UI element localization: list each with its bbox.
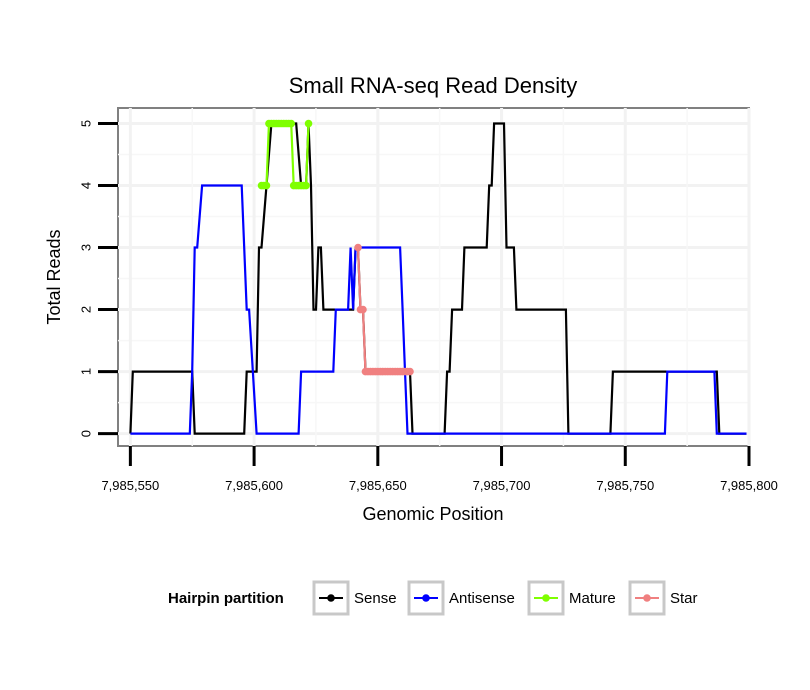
legend-label: Mature bbox=[569, 590, 616, 607]
y-tick-label: 1 bbox=[79, 368, 94, 375]
legend-entry-antisense: Antisense bbox=[407, 580, 515, 616]
x-tick-label: 7,985,650 bbox=[349, 478, 407, 493]
antisense-line bbox=[130, 184, 747, 435]
x-tick-label: 7,985,800 bbox=[720, 478, 778, 493]
mature-point bbox=[287, 119, 296, 128]
star-point bbox=[406, 367, 414, 376]
legend-entry-mature: Mature bbox=[527, 580, 616, 616]
y-tick-label: 2 bbox=[79, 306, 94, 313]
x-axis: 7,985,550 7,985,600 7,985,650 7,985,700 7,98… bbox=[101, 446, 778, 493]
mature-segment bbox=[290, 123, 295, 186]
legend-title: Hairpin partition bbox=[168, 590, 284, 607]
x-tick-label: 7,985,700 bbox=[473, 478, 531, 493]
legend-key-point bbox=[422, 594, 430, 602]
mature-point bbox=[304, 119, 313, 128]
mature-segment bbox=[265, 123, 271, 186]
mature-segment bbox=[304, 123, 310, 186]
legend-label: Sense bbox=[354, 590, 397, 607]
legend-label: Star bbox=[670, 590, 698, 607]
y-axis-label: Total Reads bbox=[44, 229, 64, 324]
legend-label: Antisense bbox=[449, 590, 515, 607]
y-tick-label: 3 bbox=[79, 244, 94, 251]
legend-entry-sense: Sense bbox=[312, 580, 397, 616]
star-segment bbox=[361, 309, 367, 372]
series-star bbox=[354, 243, 414, 376]
y-tick-label: 4 bbox=[79, 182, 94, 189]
legend-entry-star: Star bbox=[628, 580, 698, 616]
legend-key-point bbox=[643, 594, 651, 602]
mature-point bbox=[262, 181, 271, 190]
chart-title: Small RNA-seq Read Density bbox=[289, 73, 578, 98]
star-segment bbox=[356, 247, 362, 310]
mature-point bbox=[302, 181, 310, 190]
series-layer bbox=[129, 119, 747, 435]
x-tick-label: 7,985,600 bbox=[225, 478, 283, 493]
x-axis-label: Genomic Position bbox=[362, 504, 503, 524]
star-point bbox=[359, 305, 367, 314]
plot-panel bbox=[117, 107, 750, 447]
star-point bbox=[354, 243, 362, 252]
series-antisense bbox=[130, 184, 747, 435]
legend-key-point bbox=[542, 594, 550, 602]
y-tick-label: 0 bbox=[79, 430, 94, 437]
y-axis: 0 1 2 3 4 5 bbox=[79, 120, 118, 437]
x-tick-label: 7,985,750 bbox=[596, 478, 654, 493]
x-tick-label: 7,985,550 bbox=[101, 478, 159, 493]
y-tick-label: 5 bbox=[79, 120, 94, 127]
legend-key-point bbox=[327, 594, 335, 602]
series-mature bbox=[257, 119, 313, 190]
legend: Hairpin partition Sense Antisense Mature St… bbox=[168, 580, 698, 616]
